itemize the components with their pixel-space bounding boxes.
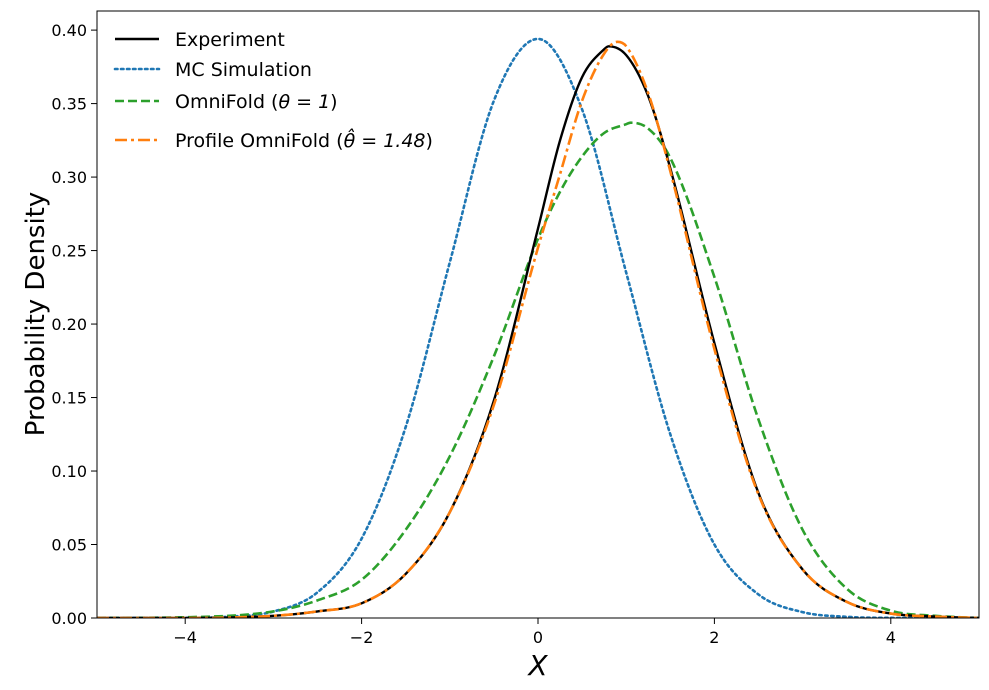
legend-label-green: OmniFold (θ = 1) (175, 91, 338, 113)
series-lines (97, 37, 979, 618)
y-tick-label: 0.30 (51, 168, 87, 187)
x-axis-label: X (526, 649, 548, 682)
x-tick-label: −4 (173, 628, 197, 647)
y-tick-label: 0.20 (51, 315, 87, 334)
legend-label-black: Experiment (175, 29, 285, 51)
legend: Experiment MC Simulation OmniFold (θ = 1) P… (113, 29, 433, 152)
y-tick-label: 0.00 (51, 609, 87, 628)
series-line-blue (97, 37, 979, 618)
y-tick-label: 0.35 (51, 95, 87, 114)
y-tick-label: 0.05 (51, 536, 87, 555)
y-tick-label: 0.15 (51, 389, 87, 408)
legend-label-orange: Profile OmniFold (θ̂ = 1.48) (175, 128, 433, 152)
series-line-orange (97, 40, 979, 618)
x-tick-label: 2 (709, 628, 719, 647)
x-tick-label: 4 (886, 628, 896, 647)
legend-label-blue: MC Simulation (175, 59, 312, 81)
x-tick-label: 0 (533, 628, 543, 647)
plot-frame (96, 10, 980, 619)
series-line-green (97, 121, 979, 618)
plot-area (97, 37, 979, 618)
y-tick-label: 0.25 (51, 242, 87, 261)
axis-ticks: −4 −2 0 2 4 0.00 0.05 0.10 0.15 0.20 0.25 0.30 0.35 0… (51, 21, 896, 647)
y-tick-label: 0.40 (51, 21, 87, 40)
x-tick-label: −2 (350, 628, 374, 647)
y-tick-label: 0.10 (51, 462, 87, 481)
y-axis-label: Probability Density (21, 192, 51, 437)
